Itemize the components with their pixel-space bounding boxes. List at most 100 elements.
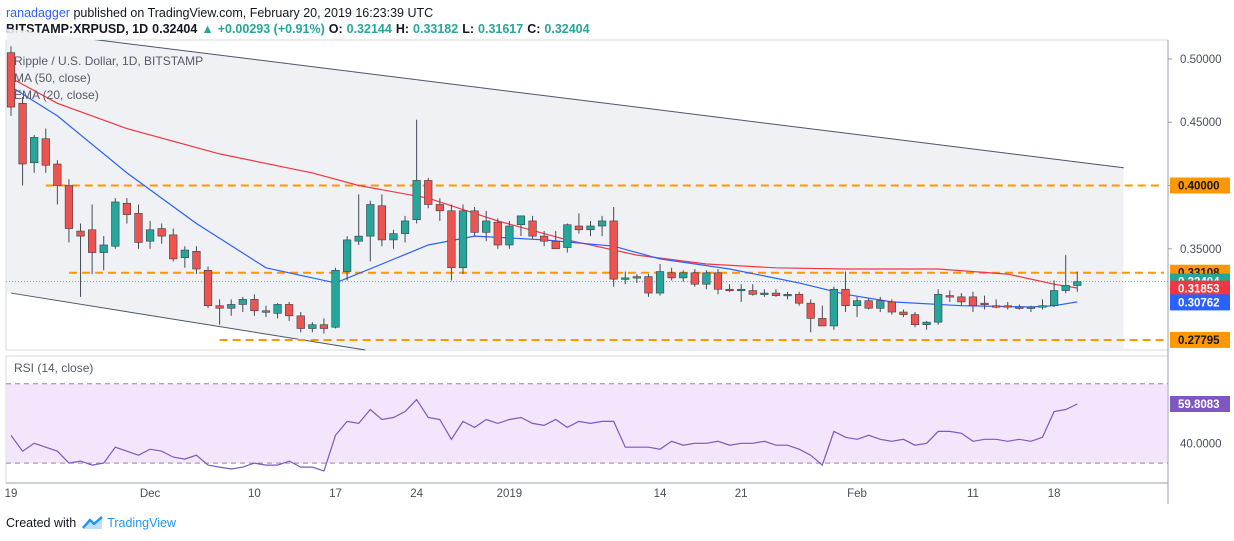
candle xyxy=(968,291,978,313)
candle-body xyxy=(111,201,120,247)
candle-body xyxy=(412,180,421,220)
channel-lower-line xyxy=(10,292,366,351)
candle-body xyxy=(516,215,526,226)
candle xyxy=(88,204,97,275)
candle xyxy=(64,179,74,243)
candle xyxy=(41,128,50,173)
candle-body xyxy=(829,288,838,327)
candle-body xyxy=(261,310,271,313)
level-badge xyxy=(1170,331,1230,348)
candle xyxy=(447,204,456,281)
candle-body xyxy=(992,305,1001,308)
candle-body xyxy=(528,220,537,237)
candle xyxy=(852,296,862,318)
candle xyxy=(354,194,363,245)
candle-body xyxy=(134,213,143,243)
candle-body xyxy=(876,300,885,309)
candle-body xyxy=(597,220,607,227)
candle-body xyxy=(53,163,62,186)
candle xyxy=(795,291,804,306)
candle xyxy=(748,284,757,296)
low-label: L: xyxy=(462,22,475,36)
candle xyxy=(957,293,966,306)
candle xyxy=(53,160,62,205)
author-link[interactable]: ranadagger xyxy=(6,6,70,20)
candle-body xyxy=(169,234,178,260)
candle xyxy=(76,223,85,297)
candle xyxy=(725,284,734,292)
candle xyxy=(377,194,386,247)
candle xyxy=(238,296,247,313)
candle xyxy=(621,271,630,285)
candle-body xyxy=(122,202,131,215)
candle-body xyxy=(957,296,966,303)
price-badge-label: 0.31853 xyxy=(1178,284,1220,296)
candle xyxy=(771,289,781,297)
candle xyxy=(145,220,155,249)
y-tick-label: 0.50000 xyxy=(1180,54,1222,66)
candle-body xyxy=(377,205,386,241)
candle-body xyxy=(400,220,410,234)
candle xyxy=(6,46,16,116)
tradingview-link[interactable]: TradingView xyxy=(107,516,176,530)
candle-body xyxy=(6,52,16,108)
candle-body xyxy=(458,210,468,269)
candle xyxy=(690,269,699,287)
candle xyxy=(945,290,954,302)
candle-body xyxy=(482,220,491,233)
x-tick-label: 19 xyxy=(5,488,18,500)
candle-body xyxy=(586,225,595,231)
candle xyxy=(910,312,920,328)
footer: Created with TradingView xyxy=(6,516,176,530)
candle-body xyxy=(609,220,618,280)
price-badge-label: 0.30762 xyxy=(1178,297,1220,309)
candle xyxy=(250,294,259,316)
candle-body xyxy=(574,225,584,231)
candle xyxy=(389,229,398,249)
candle-body xyxy=(250,299,259,312)
candle-body xyxy=(725,288,734,292)
candle xyxy=(1015,304,1024,310)
candle-body xyxy=(563,224,572,248)
candle xyxy=(122,198,131,224)
candle-body xyxy=(852,300,862,307)
candle xyxy=(829,286,838,330)
rsi-value-label: 59.8083 xyxy=(1178,399,1220,411)
candle xyxy=(18,96,27,186)
candle xyxy=(806,299,815,333)
candle-body xyxy=(1050,290,1059,307)
candle-body xyxy=(910,314,920,325)
candle xyxy=(412,119,421,224)
candle xyxy=(609,207,618,287)
high-value: 0.33182 xyxy=(413,22,459,36)
candle-body xyxy=(1003,305,1012,308)
candle xyxy=(737,284,746,302)
candle xyxy=(864,298,873,310)
candle xyxy=(644,274,653,297)
high-label: H: xyxy=(395,22,410,36)
x-tick-label: 2019 xyxy=(497,488,523,500)
candle xyxy=(922,320,931,330)
candle xyxy=(366,200,375,262)
candle xyxy=(655,263,665,296)
candle-body xyxy=(1061,285,1070,291)
ema20-legend: EMA (20, close) xyxy=(14,88,99,102)
candle-body xyxy=(1073,281,1082,286)
x-tick-label: 10 xyxy=(248,488,261,500)
candle-body xyxy=(887,301,896,313)
candle xyxy=(528,215,537,239)
candle-body xyxy=(331,269,340,328)
open-value: 0.32144 xyxy=(346,22,392,36)
candle xyxy=(713,269,723,295)
candle xyxy=(1050,280,1059,307)
candle xyxy=(296,312,305,333)
candle xyxy=(679,270,688,282)
candle xyxy=(215,299,224,325)
level-badge-label: 0.40000 xyxy=(1178,181,1220,193)
candle-body xyxy=(354,235,363,242)
candle-body xyxy=(470,210,479,233)
candle-body xyxy=(145,229,155,242)
candle xyxy=(227,299,236,316)
candle xyxy=(203,266,213,309)
